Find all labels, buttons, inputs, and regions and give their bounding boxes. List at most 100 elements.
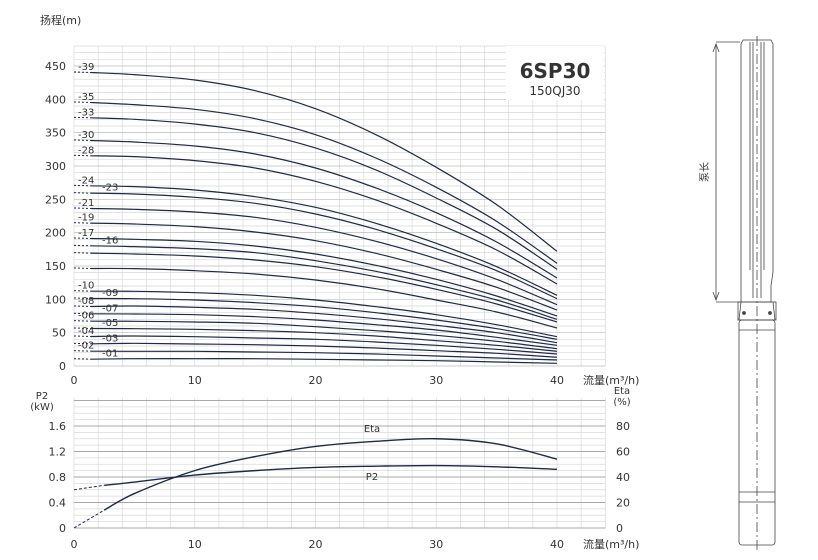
p2-curve bbox=[104, 464, 558, 486]
curve-dashed-start bbox=[73, 192, 91, 194]
head-curve bbox=[90, 101, 558, 264]
head-curve bbox=[90, 155, 558, 285]
head-curve bbox=[90, 185, 558, 296]
head-curve bbox=[90, 297, 558, 340]
stage-label: -24 bbox=[78, 175, 94, 186]
y-tick-label: 200 bbox=[45, 227, 66, 240]
eta-series-label: Eta bbox=[364, 424, 380, 435]
curve-dashed-start bbox=[73, 335, 91, 337]
stage-label: -16 bbox=[102, 235, 118, 246]
y-tick-label: 150 bbox=[45, 260, 66, 273]
head-curve bbox=[90, 139, 558, 279]
head-curve bbox=[90, 192, 558, 300]
pump-drawing bbox=[712, 36, 777, 552]
eta-tick-label: 40 bbox=[616, 471, 630, 484]
x-tick-label: 30 bbox=[429, 374, 443, 387]
y-tick-label: 450 bbox=[45, 60, 66, 73]
curve-dashed-start bbox=[73, 312, 91, 315]
p2-tick-label: 0.8 bbox=[49, 471, 67, 484]
stage-label: -02 bbox=[78, 341, 94, 352]
y-tick-label: 50 bbox=[52, 327, 66, 340]
p2-tick-label: 1.2 bbox=[49, 446, 67, 459]
y-tick-label: 250 bbox=[45, 193, 66, 206]
chart-subtitle: 150QJ30 bbox=[529, 84, 580, 98]
x-tick-label: 0 bbox=[71, 374, 78, 387]
stage-label: -33 bbox=[78, 107, 94, 118]
stage-label: -30 bbox=[78, 130, 94, 141]
stage-label: -28 bbox=[78, 145, 94, 156]
curve-dashed-start bbox=[73, 305, 91, 307]
head-curve bbox=[90, 237, 558, 317]
power-eta-curves bbox=[73, 437, 558, 529]
stage-label: -09 bbox=[102, 288, 118, 299]
p2-axis-label: P2 (kW) bbox=[30, 391, 54, 413]
y-tick-label: 400 bbox=[45, 93, 66, 106]
eta-tick-label: 60 bbox=[616, 446, 630, 459]
curve-dashed-start bbox=[73, 290, 91, 292]
p2-series-label: P2 bbox=[366, 472, 378, 483]
x-tick-label: 40 bbox=[550, 374, 564, 387]
x-tick-label: 0 bbox=[71, 538, 78, 551]
head-curve bbox=[90, 358, 558, 364]
stage-label: -04 bbox=[78, 326, 94, 337]
head-curve bbox=[90, 245, 558, 320]
stage-label: -03 bbox=[102, 333, 118, 344]
curve-dashed-start bbox=[73, 297, 91, 299]
x-tick-label: 30 bbox=[429, 538, 443, 551]
head-curve bbox=[90, 335, 558, 355]
stage-label: -35 bbox=[78, 92, 94, 103]
y-tick-label: 0 bbox=[59, 360, 66, 373]
flow-axis-label-bottom: 流量(m³/h) bbox=[583, 537, 639, 551]
eta-tick-label: 20 bbox=[616, 497, 630, 510]
curve-dashed-start bbox=[73, 267, 91, 269]
curve-dashed-start bbox=[73, 222, 91, 224]
head-curve bbox=[90, 350, 558, 361]
stage-label: -19 bbox=[78, 213, 94, 224]
curve-dashed-start bbox=[73, 244, 91, 247]
title-box bbox=[506, 46, 604, 100]
curve-dashed-start bbox=[73, 154, 91, 157]
eta-curve bbox=[103, 437, 558, 511]
stage-label: -21 bbox=[78, 198, 94, 209]
pump-length-label: 泵长 bbox=[699, 162, 711, 182]
x-tick-label: 10 bbox=[188, 538, 202, 551]
y-tick-label: 350 bbox=[45, 127, 66, 140]
p2-tick-label: 1.6 bbox=[49, 420, 67, 433]
p2-tick-label: 0 bbox=[59, 522, 66, 535]
curve-dashed-start bbox=[73, 320, 91, 322]
curve-dashed-start bbox=[73, 139, 91, 141]
head-curve bbox=[90, 207, 558, 306]
head-axis-label: 扬程(m) bbox=[40, 13, 81, 27]
curve-dashed-start bbox=[73, 101, 91, 103]
eta-tick-label: 0 bbox=[616, 522, 623, 535]
curve-dashed-start bbox=[73, 358, 91, 360]
head-curve bbox=[90, 267, 558, 329]
stage-label: -07 bbox=[102, 303, 118, 314]
y-tick-label: 300 bbox=[45, 160, 66, 173]
eta-axis-label: Eta (%) bbox=[613, 386, 630, 408]
head-curve bbox=[90, 342, 558, 358]
curve-dashed-start bbox=[73, 116, 91, 119]
head-curve bbox=[90, 320, 558, 350]
head-curve bbox=[90, 305, 558, 344]
head-curve bbox=[90, 252, 558, 323]
stage-label: -06 bbox=[78, 311, 94, 322]
stage-label: -01 bbox=[102, 349, 118, 360]
stage-labels: -39-35-33-30-28-24-23-21-19-17-16-10-09-… bbox=[78, 62, 118, 360]
head-curve bbox=[90, 117, 558, 270]
eta-tick-label: 80 bbox=[616, 420, 630, 433]
chart-title: 6SP30 bbox=[520, 59, 591, 83]
x-tick-label: 20 bbox=[309, 538, 323, 551]
stage-label: -39 bbox=[78, 62, 94, 73]
curve-dashed-start bbox=[73, 207, 91, 209]
power-chart-grid bbox=[73, 397, 606, 529]
head-curve bbox=[90, 290, 558, 338]
y-tick-label: 100 bbox=[45, 293, 66, 306]
head-curve bbox=[90, 71, 558, 252]
curve-dashed-start bbox=[73, 350, 91, 352]
curve-dashed-start bbox=[73, 484, 105, 491]
curve-dashed-start bbox=[73, 237, 91, 239]
p2-tick-label: 0.4 bbox=[49, 497, 67, 510]
curve-dashed-start bbox=[73, 509, 105, 529]
